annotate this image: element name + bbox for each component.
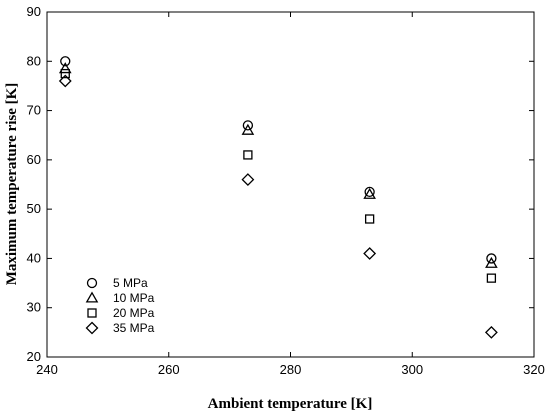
y-tick-label: 20 (27, 349, 41, 364)
data-point-series-0 (242, 120, 254, 131)
legend-marker (86, 277, 98, 289)
y-tick-label: 70 (27, 103, 41, 118)
data-marks (58, 56, 498, 339)
y-tick-label: 80 (27, 53, 41, 68)
x-tick-label: 240 (36, 362, 58, 377)
x-tick-label: 260 (158, 362, 180, 377)
axis-ticks: 240 260 280 300 320 20 30 40 50 60 70 80 90 (27, 4, 545, 377)
data-point-series-1 (485, 256, 498, 268)
x-tick-label: 300 (401, 362, 423, 377)
y-tick-label: 40 (27, 250, 41, 265)
x-tick-label: 280 (280, 362, 302, 377)
data-point-series-2 (243, 150, 253, 160)
y-tick-label: 30 (27, 300, 41, 315)
y-tick-label: 90 (27, 4, 41, 19)
legend-marker (85, 321, 99, 335)
data-point-series-3 (363, 247, 377, 260)
x-axis-title: Ambient temperature [K] (208, 396, 373, 412)
data-point-series-2 (486, 273, 497, 283)
data-point-series-1 (241, 123, 255, 135)
legend-marker (85, 291, 99, 303)
legend-label: 20 MPa (113, 306, 155, 320)
data-point-series-0 (60, 56, 71, 67)
legend-label: 5 MPa (113, 276, 148, 290)
legend-marker (87, 308, 97, 318)
data-point-series-3 (58, 74, 72, 88)
legend-label: 10 MPa (113, 291, 155, 305)
legend-label: 35 MPa (113, 321, 155, 335)
data-point-series-2 (364, 214, 375, 224)
data-point-series-0 (486, 253, 497, 264)
data-point-series-0 (364, 186, 375, 198)
y-tick-label: 60 (27, 152, 41, 167)
data-point-series-1 (363, 187, 376, 199)
data-point-series-2 (60, 68, 70, 79)
y-tick-label: 50 (27, 201, 41, 216)
x-tick-label: 320 (523, 362, 545, 377)
data-point-series-1 (58, 62, 72, 74)
data-point-series-3 (241, 173, 255, 186)
y-axis-title: Maximum temperature rise [K] (4, 83, 20, 286)
data-point-series-3 (484, 325, 498, 339)
